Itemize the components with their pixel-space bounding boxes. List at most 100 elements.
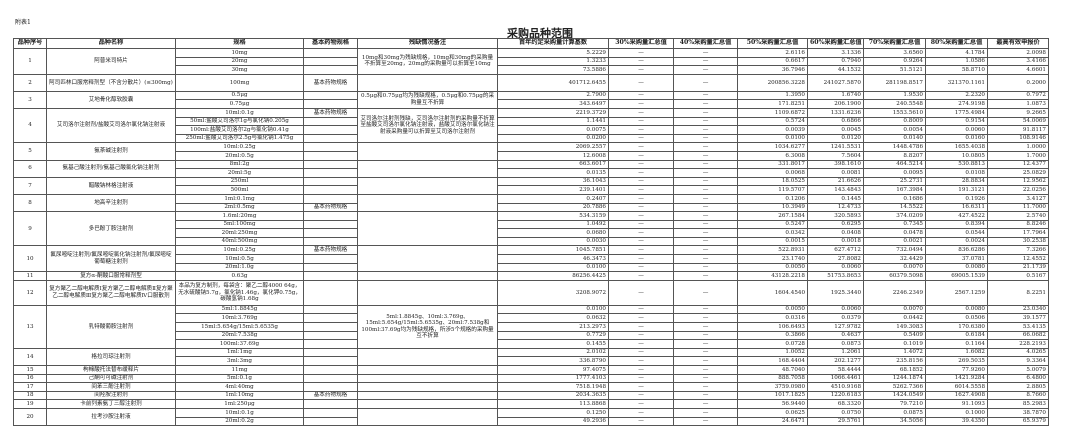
base-quantity-cell: 12.6008 [497, 150, 609, 161]
basic-drug-spec-cell [303, 142, 358, 152]
max-price-cell: 23.0340 [987, 304, 1049, 315]
q30-cell: — [608, 168, 674, 178]
q30-cell: — [608, 219, 674, 230]
q70-cell: 32.4429 [863, 254, 926, 264]
max-price-cell: 228.2193 [987, 339, 1049, 349]
q70-cell: 0.0054 [863, 125, 926, 135]
q50-cell: 0.6617 [737, 56, 808, 67]
q80-cell: 836.6286 [925, 245, 988, 256]
q60-cell: 0.0120 [807, 133, 864, 144]
q50-cell: 0.0050 [737, 262, 808, 273]
q40-cell: — [673, 159, 738, 170]
header-variety-no: 品种序号 [13, 38, 47, 49]
q30-cell: — [608, 330, 674, 341]
q60-cell: 68.3320 [807, 399, 864, 409]
q80-cell: 0.0060 [925, 125, 988, 135]
max-price-cell: 3.4166 [987, 56, 1049, 67]
basic-drug-spec-cell [303, 347, 358, 358]
header-q80: 80%采购量汇总值 [925, 38, 988, 49]
spec-cell: 10ml:0.5g [175, 254, 304, 264]
base-quantity-cell: 1045.7851 [497, 245, 609, 256]
q80-cell: 16.6311 [925, 202, 988, 213]
basic-drug-spec-cell [303, 193, 358, 204]
max-price-cell: 85.2983 [987, 399, 1049, 409]
q50-cell: 0.0625 [737, 407, 808, 418]
base-quantity-cell: 2.0102 [497, 347, 609, 358]
q40-cell: — [673, 193, 738, 204]
q80-cell: 0.0024 [925, 236, 988, 247]
q80-cell: 6014.5558 [925, 382, 988, 392]
max-price-cell: 1.0000 [987, 142, 1049, 152]
q80-cell: 0.6184 [925, 330, 988, 341]
base-quantity-cell: 0.1250 [497, 407, 609, 418]
q80-cell: 427.4522 [925, 211, 988, 221]
variety-name-cell: 间羟胺注射剂 [46, 390, 176, 401]
variety-no-cell: 19 [13, 399, 47, 409]
q60-cell: 1331.6236 [807, 107, 864, 118]
spec-cell: 10ml:0.25g [175, 245, 304, 256]
shortage-remark-cell: 0.5μg和0.75μg均为残缺规格，0.5μg和0.75μg的采购量互不折算 [357, 90, 498, 109]
q40-cell: — [673, 262, 738, 273]
q70-cell: 1448.4786 [863, 142, 926, 152]
spec-cell: 2ml:0.5mg [175, 202, 304, 213]
page-title: 采购品种范围 [507, 27, 573, 40]
q70-cell: 0.1019 [863, 339, 926, 349]
basic-drug-spec-cell [303, 254, 358, 264]
q40-cell: — [673, 202, 738, 213]
table-row: 1 阿普米司特片 10mg 10mg和30mg为残缺规格，10mg和30mg的采购量不… [13, 48, 1049, 75]
q60-cell: 627.4712 [807, 245, 864, 256]
q80-cell: 4.1784 [925, 48, 988, 58]
basic-drug-spec-cell [303, 330, 358, 341]
q40-cell: — [673, 99, 738, 109]
basic-drug-spec-cell [303, 236, 358, 247]
basic-drug-spec-cell [303, 339, 358, 349]
q50-cell: 0.0015 [737, 236, 808, 247]
max-price-cell: 8.8246 [987, 219, 1049, 230]
spec-cell: 11mg [175, 365, 304, 375]
variety-no-cell: 20 [13, 407, 47, 426]
shortage-remark-cell [357, 142, 498, 161]
max-price-cell: 38.7870 [987, 407, 1049, 418]
basic-drug-spec-cell [303, 219, 358, 230]
spec-cell: 250ml [175, 176, 304, 187]
q70-cell: 0.8009 [863, 116, 926, 127]
variety-no-cell: 9 [13, 211, 47, 247]
q50-cell: 0.5724 [737, 116, 808, 127]
q40-cell: — [673, 125, 738, 135]
base-quantity-cell: 0.0632 [497, 313, 609, 324]
variety-no-cell: 16 [13, 373, 47, 384]
q30-cell: — [608, 150, 674, 161]
q60-cell: 1220.6183 [807, 390, 864, 401]
q80-cell: 0.0544 [925, 228, 988, 238]
q40-cell: — [673, 236, 738, 247]
base-quantity-cell: 1.1441 [497, 116, 609, 127]
variety-name-cell: 卡前列素氨丁三醇注射剂 [46, 399, 176, 409]
q30-cell: — [608, 202, 674, 213]
q30-cell: — [608, 73, 674, 92]
max-price-cell: 4.6601 [987, 65, 1049, 75]
q30-cell: — [608, 185, 674, 195]
base-quantity-cell: 0.0075 [497, 125, 609, 135]
basic-drug-spec-cell [303, 185, 358, 195]
table-row: 10ml:0.5g 46.3473— —23.1740 27.8082 32.4429 3… [14, 254, 1049, 264]
q40-cell: — [673, 304, 738, 315]
q30-cell: — [608, 382, 674, 392]
q60-cell: 21.6626 [807, 176, 864, 187]
variety-no-cell: 2 [13, 73, 47, 92]
basic-drug-spec-cell [303, 313, 358, 324]
basic-drug-spec-cell [303, 279, 358, 306]
table-row: 20ml:0.2g 49.2936— —24.6471 29.5761 34.5056 3… [14, 416, 1049, 426]
q40-cell: — [673, 65, 738, 75]
basic-drug-spec-cell [303, 382, 358, 392]
q40-cell: — [673, 407, 738, 418]
q80-cell: 39.4350 [925, 416, 988, 426]
q70-cell: 8.8207 [863, 150, 926, 161]
variety-name-cell: 阿司匹林口服常释剂型（不含分散片）(≤300mg) [46, 73, 176, 92]
shortage-remark-cell [357, 347, 498, 367]
spec-cell: 10mg [175, 48, 304, 58]
q50-cell: 0.0728 [737, 339, 808, 349]
q30-cell: — [608, 228, 674, 238]
q80-cell: 269.5035 [925, 356, 988, 366]
q60-cell: 0.0045 [807, 125, 864, 135]
q40-cell: — [673, 365, 738, 375]
